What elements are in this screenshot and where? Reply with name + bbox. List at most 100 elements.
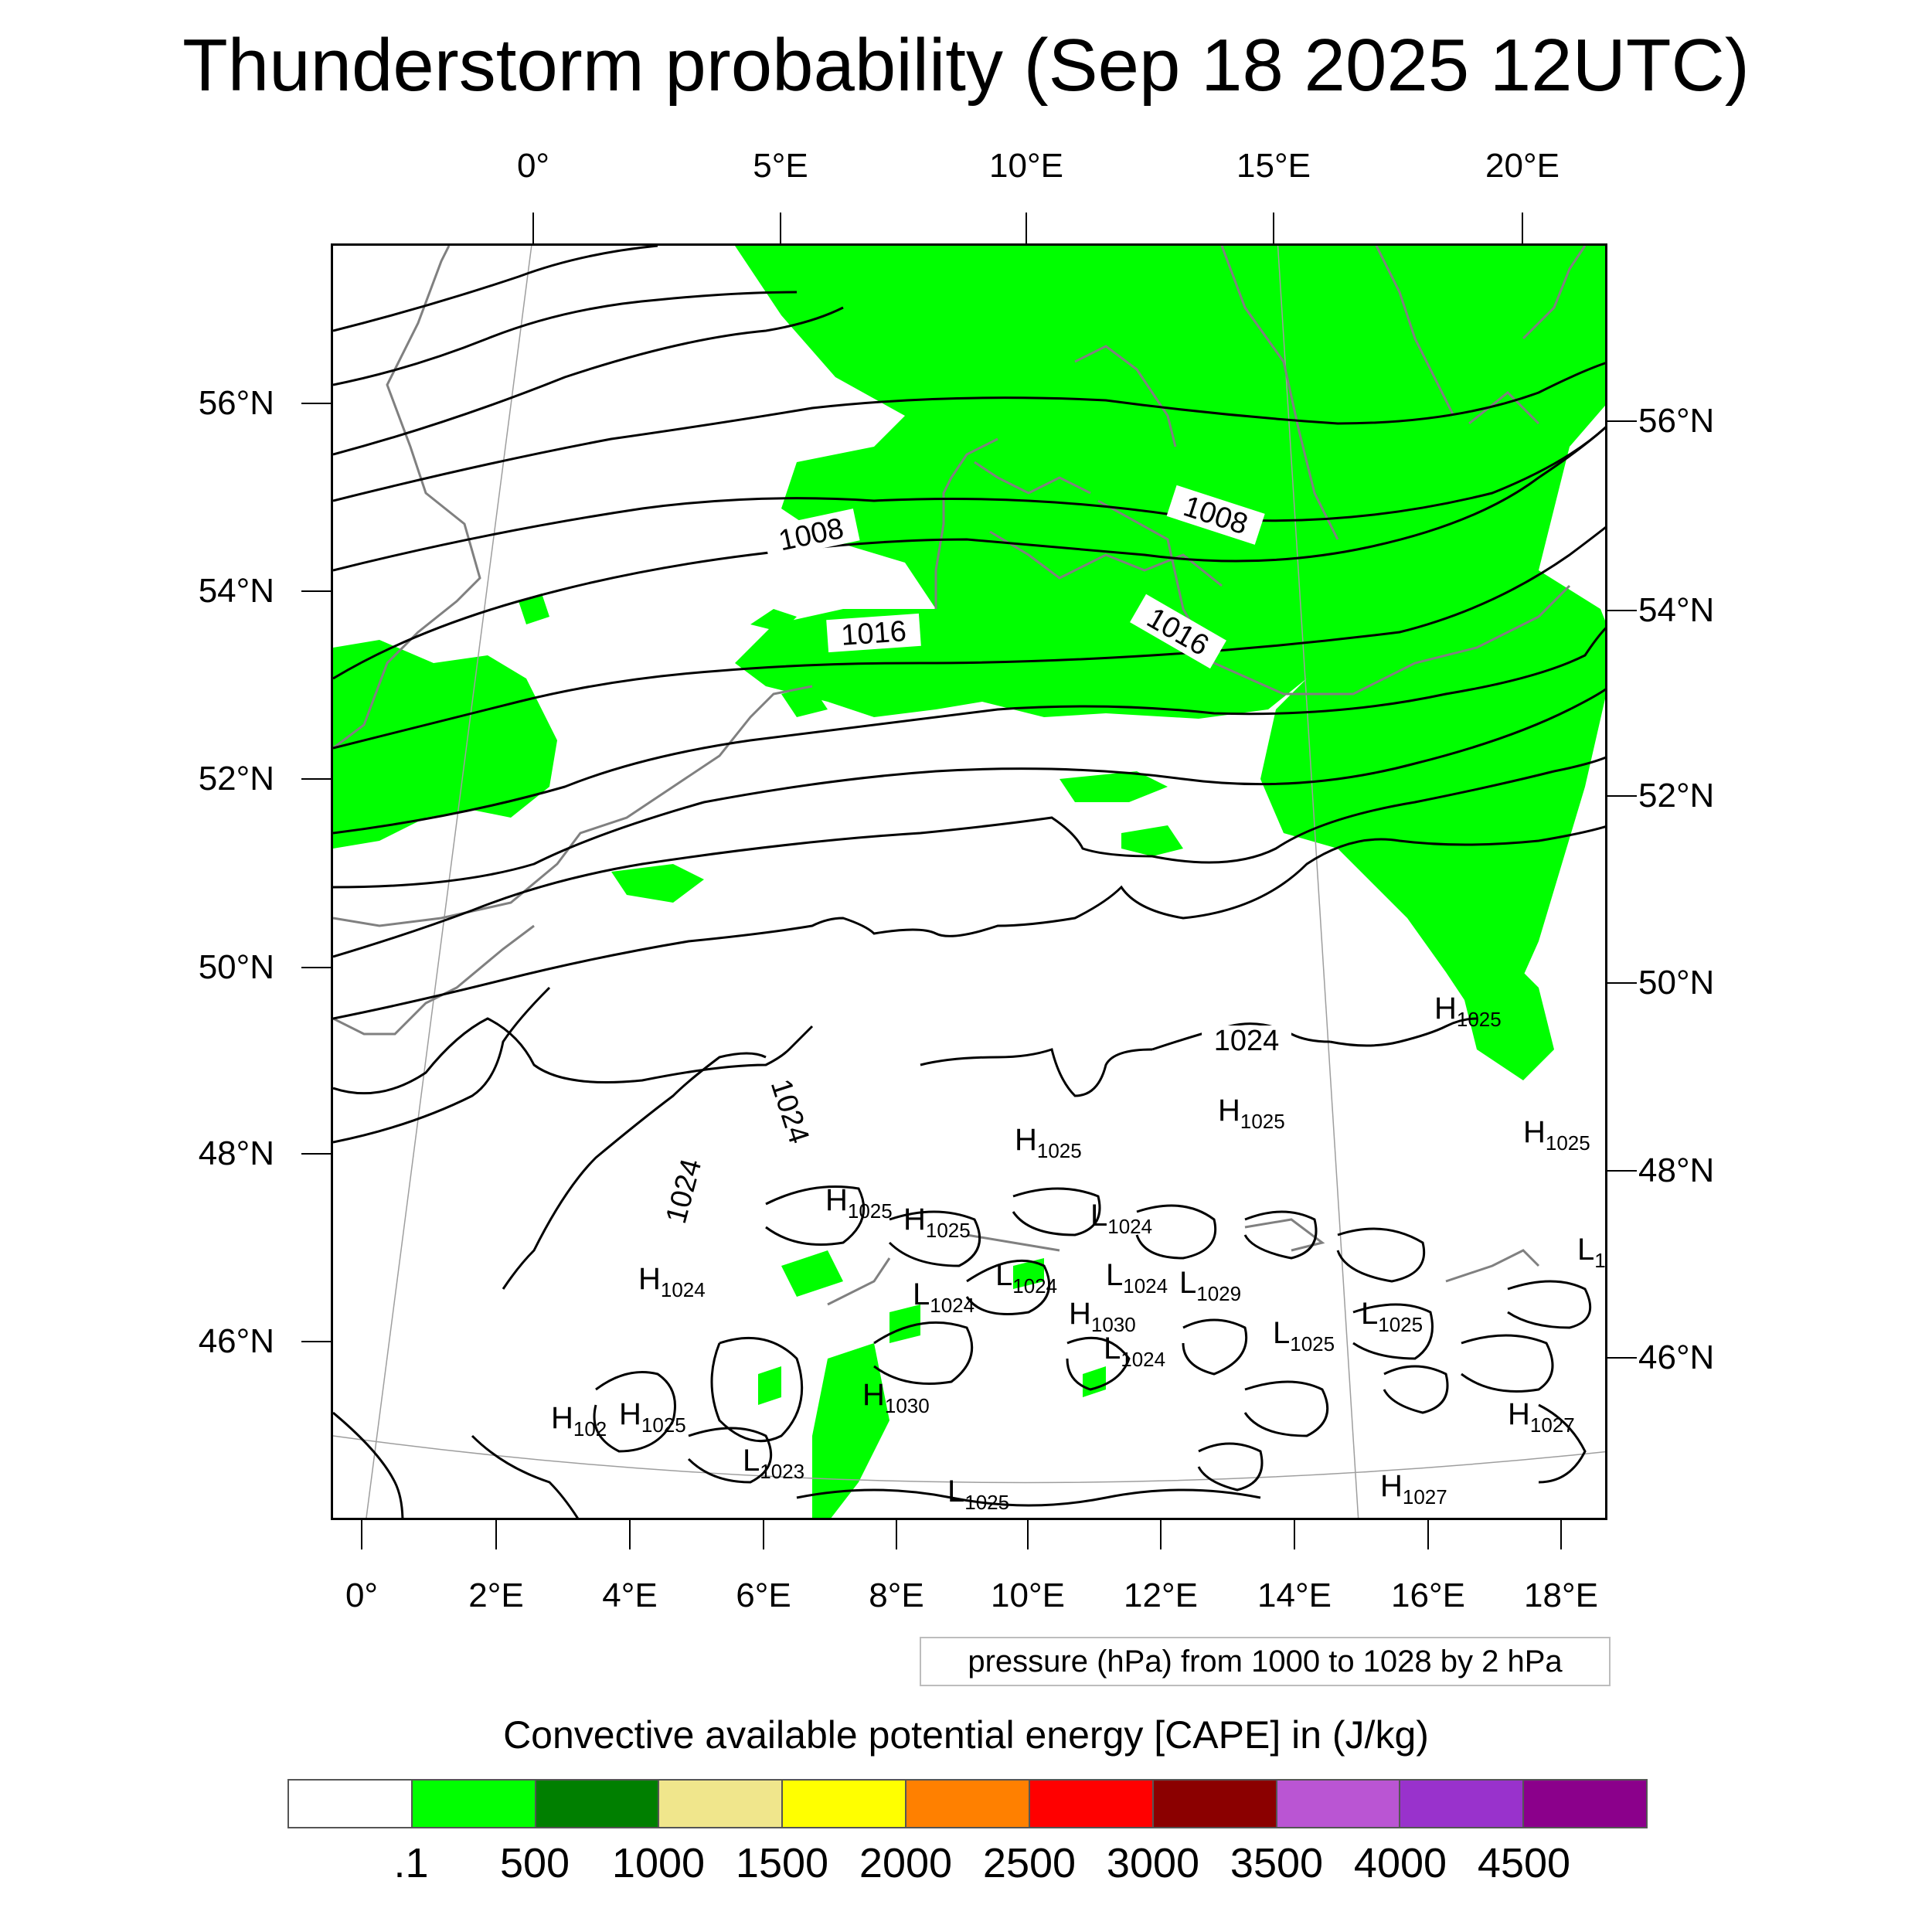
colorbar-label: 3000 xyxy=(1106,1840,1200,1886)
top-lon-label: 0° xyxy=(516,147,550,185)
cape-area-small4 xyxy=(519,594,549,624)
pressure-center: L1025 xyxy=(1361,1297,1423,1336)
colorbar-label: .1 xyxy=(393,1840,429,1886)
cape-area-alps2 xyxy=(812,1343,889,1518)
top-lon-label: 15°E xyxy=(1236,147,1311,185)
cape-area-small2 xyxy=(611,864,704,903)
isobar-label: 1016 xyxy=(840,615,907,652)
pressure-center: H1025 xyxy=(619,1397,686,1437)
pressure-center: L1023 xyxy=(743,1444,804,1483)
cape-area-uk xyxy=(333,640,557,849)
colorbar-swatch xyxy=(906,1781,1030,1827)
pressure-center: L1029 xyxy=(1179,1266,1241,1305)
cape-area-alps1 xyxy=(781,1250,843,1297)
bottom-lon-label: 2°E xyxy=(468,1577,524,1614)
cape-area-east xyxy=(1446,926,1554,1080)
colorbar-label: 2500 xyxy=(982,1840,1077,1886)
colorbar-swatch xyxy=(1029,1781,1154,1827)
right-lat-label: 56°N xyxy=(1638,402,1715,440)
pressure-center: L1024 xyxy=(1104,1332,1165,1371)
colorbar-swatch xyxy=(1153,1781,1277,1827)
right-lat-label: 52°N xyxy=(1638,777,1715,815)
colorbar-swatch xyxy=(1524,1781,1646,1827)
left-lat-label: 48°N xyxy=(198,1134,274,1172)
colorbar-label: 3500 xyxy=(1230,1840,1324,1886)
pressure-center: H1027 xyxy=(1508,1397,1575,1437)
colorbar-swatch xyxy=(289,1781,413,1827)
colorbar-label: 1500 xyxy=(735,1840,829,1886)
pressure-center: H1025 xyxy=(1434,992,1502,1031)
cape-area-alps6 xyxy=(1083,1366,1106,1397)
colorbar xyxy=(287,1779,1648,1828)
map-title: Thunderstorm probability (Sep 18 2025 12… xyxy=(182,24,1750,107)
left-lat-label: 46°N xyxy=(198,1322,274,1360)
map-panel: 1008 1008 1016 1016 1024 1024 1024 H1025… xyxy=(331,243,1607,1520)
pressure-center: H1025 xyxy=(1218,1094,1285,1133)
isobar-label: 1008 xyxy=(776,512,846,558)
cape-area-central xyxy=(1060,771,1168,802)
isobar-label: 1024 xyxy=(660,1155,708,1227)
pressure-center: L1024 xyxy=(913,1277,975,1317)
pressure-center: H1030 xyxy=(862,1378,930,1417)
top-lon-label: 20°E xyxy=(1485,147,1560,185)
colorbar-swatch xyxy=(659,1781,784,1827)
legend-title: Convective available potential energy [C… xyxy=(503,1713,1429,1757)
colorbar-label: 2000 xyxy=(859,1840,953,1886)
bottom-lon-label: 10°E xyxy=(991,1577,1065,1614)
pressure-center: H1030 xyxy=(1069,1297,1136,1336)
cape-area-alps4 xyxy=(889,1304,920,1343)
bottom-lon-label: 14°E xyxy=(1257,1577,1332,1614)
right-lat-label: 50°N xyxy=(1638,964,1715,1002)
cape-area-small3 xyxy=(750,609,797,632)
pressure-center: H102 xyxy=(551,1401,607,1440)
colorbar-swatch xyxy=(783,1781,907,1827)
bottom-lon-label: 4°E xyxy=(602,1577,658,1614)
left-lat-label: 52°N xyxy=(198,760,274,798)
isobar-label: 1024 xyxy=(764,1075,815,1147)
top-lon-label: 5°E xyxy=(753,147,808,185)
colorbar-swatch xyxy=(412,1781,536,1827)
right-lat-label: 48°N xyxy=(1638,1151,1715,1189)
left-lat-label: 54°N xyxy=(198,572,274,610)
cape-area-small5 xyxy=(781,686,828,717)
bottom-lon-label: 6°E xyxy=(736,1577,791,1614)
contour-interval-note: pressure (hPa) from 1000 to 1028 by 2 hP… xyxy=(920,1637,1611,1686)
bottom-lon-label: 8°E xyxy=(869,1577,924,1614)
top-lon-label: 10°E xyxy=(989,147,1063,185)
pressure-center: H1025 xyxy=(903,1202,971,1242)
colorbar-swatch xyxy=(536,1781,660,1827)
colorbar-label: 4000 xyxy=(1353,1840,1447,1886)
colorbar-swatch xyxy=(1400,1781,1525,1827)
pressure-center: H1025 xyxy=(1523,1115,1590,1155)
pressure-center: H1025 xyxy=(1015,1123,1082,1162)
bottom-lon-label: 12°E xyxy=(1124,1577,1198,1614)
bottom-lon-label: 0° xyxy=(345,1577,379,1614)
pressure-center: L1024 xyxy=(1090,1199,1152,1238)
coastlines xyxy=(333,246,1587,1306)
graticule xyxy=(333,246,1605,1518)
cape-area-alps3 xyxy=(758,1366,781,1405)
right-lat-label: 54°N xyxy=(1638,591,1715,629)
colorbar-label: 500 xyxy=(499,1840,570,1886)
isobar-label: 1024 xyxy=(1214,1025,1280,1057)
bottom-lon-label: 18°E xyxy=(1524,1577,1598,1614)
pressure-center: H1024 xyxy=(638,1262,706,1301)
pressure-center: L1025 xyxy=(947,1475,1009,1514)
pressure-center: H1025 xyxy=(825,1183,893,1223)
isobars xyxy=(333,246,1605,1518)
map-canvas: 1008 1008 1016 1016 1024 1024 1024 H1025… xyxy=(333,246,1606,1518)
colorbar-label: 1000 xyxy=(611,1840,706,1886)
pressure-center: L1 xyxy=(1577,1233,1606,1272)
pressure-center-layer: H1025 H1025 H1025 H1025 H1025 H1025 L102… xyxy=(551,992,1606,1514)
left-lat-label: 56°N xyxy=(198,384,274,422)
cape-area-alps5 xyxy=(1013,1258,1044,1289)
bottom-lon-label: 16°E xyxy=(1391,1577,1465,1614)
isobar-label-layer: 1008 1008 1016 1016 1024 1024 1024 xyxy=(657,485,1291,1239)
pressure-center: L1024 xyxy=(995,1258,1057,1298)
pressure-center: L1025 xyxy=(1273,1316,1335,1355)
right-lat-label: 46°N xyxy=(1638,1338,1715,1376)
pressure-center: L1024 xyxy=(1106,1258,1168,1298)
left-lat-label: 50°N xyxy=(198,948,274,986)
colorbar-swatch xyxy=(1277,1781,1401,1827)
